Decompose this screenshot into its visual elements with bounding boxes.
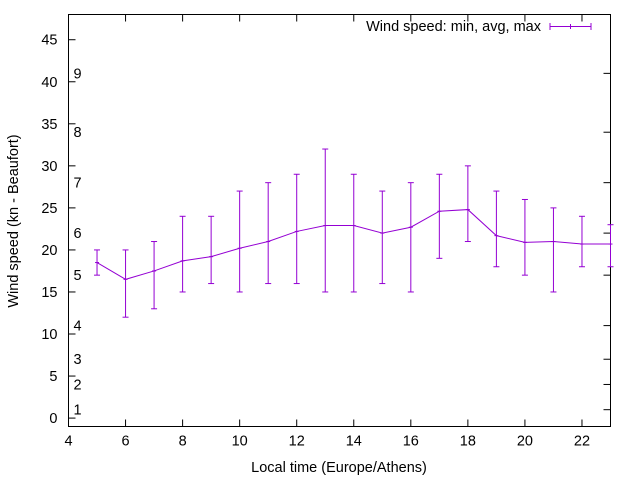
x-tick-label: 12	[289, 434, 305, 450]
error-bar	[578, 215, 585, 268]
x-tick-label: 10	[232, 434, 248, 450]
x-tick-label: 8	[179, 434, 187, 450]
y-axis: 0 5 10 15 20 25 30 35 40 45	[41, 33, 76, 427]
error-bar	[493, 190, 500, 268]
error-bar	[607, 224, 614, 268]
y-tick-label: 40	[41, 75, 57, 91]
x-tick-label: 6	[122, 434, 130, 450]
error-bar	[322, 148, 329, 293]
x-axis-label: Local time (Europe/Athens)	[251, 460, 427, 476]
series-layer	[94, 148, 614, 318]
error-bar	[379, 190, 386, 285]
x-tick-label: 20	[517, 434, 533, 450]
beaufort-label: 3	[74, 352, 82, 368]
x-tick-label: 18	[460, 434, 476, 450]
error-bar	[236, 190, 243, 293]
error-bar	[265, 182, 272, 285]
error-bar	[521, 198, 528, 276]
beaufort-label: 9	[74, 66, 82, 82]
y-axis-label: Wind speed (kn - Beaufort)	[6, 134, 22, 307]
beaufort-label: 1	[74, 403, 82, 419]
error-bar	[350, 173, 357, 293]
error-bar	[151, 241, 158, 310]
y-tick-label: 15	[41, 285, 57, 301]
x-axis: 4 6 8 10 12 14 16 18 20 22	[64, 14, 590, 450]
y-tick-label: 45	[41, 33, 57, 49]
y-tick-label: 20	[41, 243, 57, 259]
error-bar	[94, 249, 101, 276]
beaufort-label: 4	[74, 319, 82, 335]
error-bar	[122, 249, 129, 318]
y-tick-label: 10	[41, 327, 57, 343]
x-tick-label: 22	[574, 434, 590, 450]
legend: Wind speed: min, avg, max	[366, 19, 592, 35]
beaufort-label: 6	[74, 226, 82, 242]
y-tick-label: 5	[49, 369, 57, 385]
x-tick-label: 4	[64, 434, 72, 450]
y-tick-label: 30	[41, 159, 57, 175]
y-tick-label: 0	[49, 411, 57, 427]
x-tick-label: 16	[403, 434, 419, 450]
x-tick-label: 14	[346, 434, 362, 450]
error-bar	[464, 165, 471, 243]
beaufort-label: 7	[74, 176, 82, 192]
error-bar	[407, 182, 414, 293]
error-bar	[436, 173, 443, 259]
y-tick-label: 35	[41, 117, 57, 133]
plot-frame	[68, 14, 611, 427]
legend-entry-label: Wind speed: min, avg, max	[366, 19, 542, 35]
error-bar	[208, 215, 215, 285]
error-bar	[550, 207, 557, 293]
error-bar	[293, 173, 300, 285]
beaufort-label: 2	[74, 377, 82, 393]
beaufort-label: 8	[74, 125, 82, 141]
beaufort-label: 5	[74, 268, 82, 284]
beaufort-scale: 1 2 3 4 5 6 7 8 9	[74, 66, 611, 419]
error-bar	[179, 215, 186, 293]
y-tick-label: 25	[41, 201, 57, 217]
